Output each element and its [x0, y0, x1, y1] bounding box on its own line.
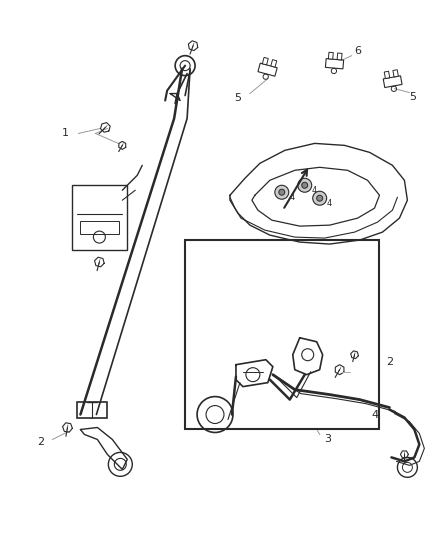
Text: 6: 6 [354, 46, 361, 55]
Polygon shape [328, 52, 333, 59]
Text: 2: 2 [37, 438, 44, 447]
Polygon shape [271, 60, 277, 67]
Polygon shape [325, 59, 344, 69]
Polygon shape [258, 63, 277, 76]
Text: 5: 5 [234, 93, 241, 102]
Text: 4: 4 [371, 409, 378, 419]
Circle shape [313, 191, 327, 205]
Circle shape [302, 182, 308, 188]
Bar [81, 221, 119, 234]
Circle shape [298, 178, 312, 192]
Polygon shape [383, 76, 402, 87]
Text: 4: 4 [312, 185, 317, 195]
Text: 1: 1 [62, 128, 69, 139]
Polygon shape [262, 58, 268, 65]
Circle shape [275, 185, 289, 199]
Text: 3: 3 [324, 434, 331, 445]
Text: 4: 4 [327, 199, 332, 208]
Text: 5: 5 [409, 92, 416, 102]
Bar [185, 240, 379, 430]
Polygon shape [337, 53, 342, 60]
Text: 4: 4 [289, 193, 294, 201]
Bar [72, 185, 127, 250]
Circle shape [279, 189, 285, 195]
Bar [78, 401, 107, 417]
Circle shape [317, 195, 323, 201]
Text: 2: 2 [386, 357, 393, 367]
Polygon shape [393, 70, 398, 77]
Polygon shape [384, 71, 390, 78]
